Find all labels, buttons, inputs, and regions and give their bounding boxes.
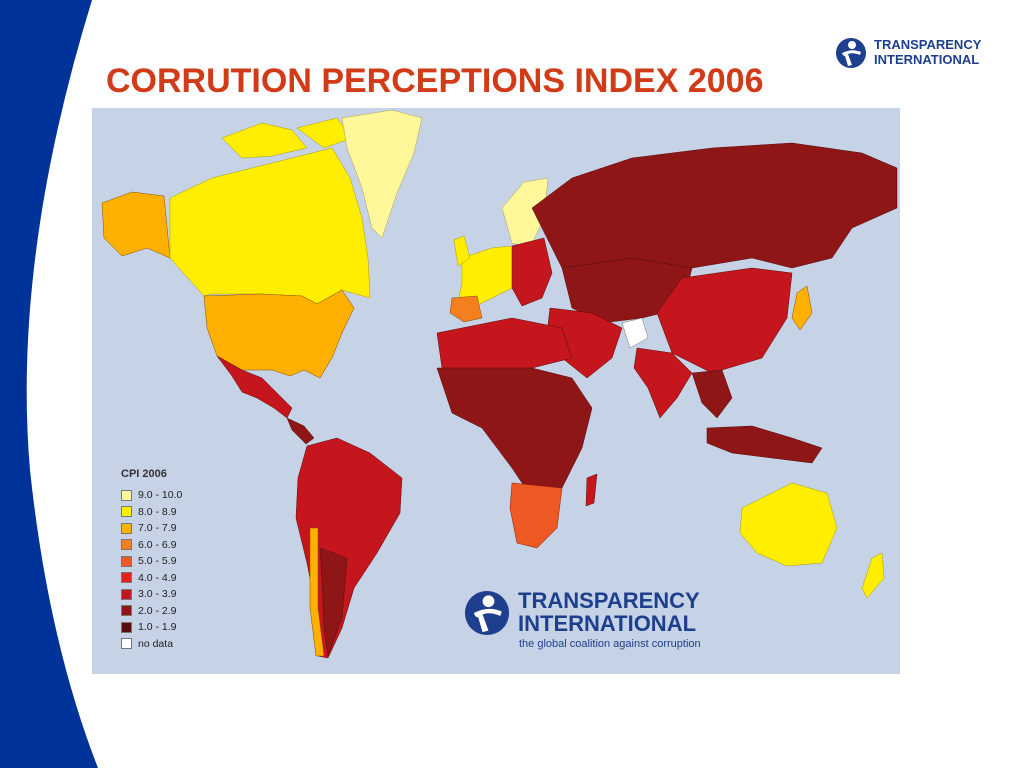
legend-item: 9.0 - 10.0 [121, 487, 182, 504]
legend-label: 7.0 - 7.9 [138, 522, 177, 535]
map-western-europe [457, 245, 523, 309]
legend-label: 4.0 - 4.9 [138, 571, 177, 584]
legend-swatch [121, 555, 132, 567]
legend-label: no data [138, 637, 174, 650]
map-central-africa [436, 367, 593, 499]
world-map [92, 108, 900, 674]
map-canada [169, 147, 371, 305]
map-china [656, 267, 793, 374]
legend-swatch [121, 506, 132, 518]
map-central-america [286, 417, 315, 445]
map-north-africa [436, 317, 573, 371]
map-southeast-asia [691, 369, 733, 419]
map-eastern-europe [511, 237, 553, 307]
legend-swatch [121, 539, 132, 551]
map-russia [531, 142, 898, 269]
legend-item: 4.0 - 4.9 [121, 570, 182, 587]
map-japan [791, 285, 813, 331]
map-iberia [449, 295, 483, 323]
map-argentina [319, 547, 348, 657]
map-madagascar [585, 473, 598, 507]
map-india [633, 347, 693, 419]
legend-label: 3.0 - 3.9 [138, 588, 177, 601]
legend-label: 6.0 - 6.9 [138, 538, 177, 551]
corner-logo: TRANSPARENCY INTERNATIONAL [834, 34, 1004, 74]
legend-swatch [121, 638, 132, 650]
ti-person-icon [836, 38, 866, 68]
world-map-canvas [101, 109, 898, 659]
map-australia [739, 482, 838, 567]
map-legend: CPI 2006 9.0 - 10.0 8.0 - 8.9 7.0 - 7.9 6.0… [121, 468, 182, 652]
ti-logo-tagline: the global coalition against corruption [519, 638, 701, 650]
ti-logo: TRANSPARENCY INTERNATIONAL the global co… [462, 586, 732, 656]
legend-item: 5.0 - 5.9 [121, 553, 182, 570]
legend-label: 5.0 - 5.9 [138, 555, 177, 568]
legend-item: 3.0 - 3.9 [121, 586, 182, 603]
ti-logo-line2: INTERNATIONAL [518, 611, 697, 636]
legend-swatch [121, 522, 132, 534]
map-afghanistan [621, 317, 649, 349]
legend-label: 9.0 - 10.0 [138, 489, 183, 502]
ti-person-icon [464, 590, 510, 636]
legend-label: 8.0 - 8.9 [138, 505, 177, 518]
legend-item: no data [121, 636, 182, 653]
map-chile [309, 527, 325, 657]
corner-logo-line1: TRANSPARENCY [874, 37, 982, 52]
corner-logo-line2: INTERNATIONAL [874, 52, 980, 67]
legend-item: 7.0 - 7.9 [121, 520, 182, 537]
map-uk [453, 235, 471, 267]
map-greenland [341, 109, 423, 239]
map-southern-africa [509, 482, 563, 549]
legend-swatch [121, 621, 132, 633]
legend-item: 2.0 - 2.9 [121, 603, 182, 620]
legend-swatch [121, 489, 132, 501]
legend-item: 6.0 - 6.9 [121, 537, 182, 554]
map-alaska [101, 191, 171, 259]
legend-label: 2.0 - 2.9 [138, 604, 177, 617]
legend-item: 8.0 - 8.9 [121, 504, 182, 521]
map-indonesia [706, 425, 823, 464]
legend-swatch [121, 605, 132, 617]
legend-item: 1.0 - 1.9 [121, 619, 182, 636]
slide-title: CORRUTION PERCEPTIONS INDEX 2006 [106, 62, 764, 100]
legend-label: 1.0 - 1.9 [138, 621, 177, 634]
map-south-america [295, 437, 403, 659]
legend-swatch [121, 572, 132, 584]
map-new-zealand [861, 552, 885, 599]
legend-title: CPI 2006 [121, 468, 167, 480]
ti-logo-line1: TRANSPARENCY [518, 588, 700, 613]
legend-swatch [121, 588, 132, 600]
